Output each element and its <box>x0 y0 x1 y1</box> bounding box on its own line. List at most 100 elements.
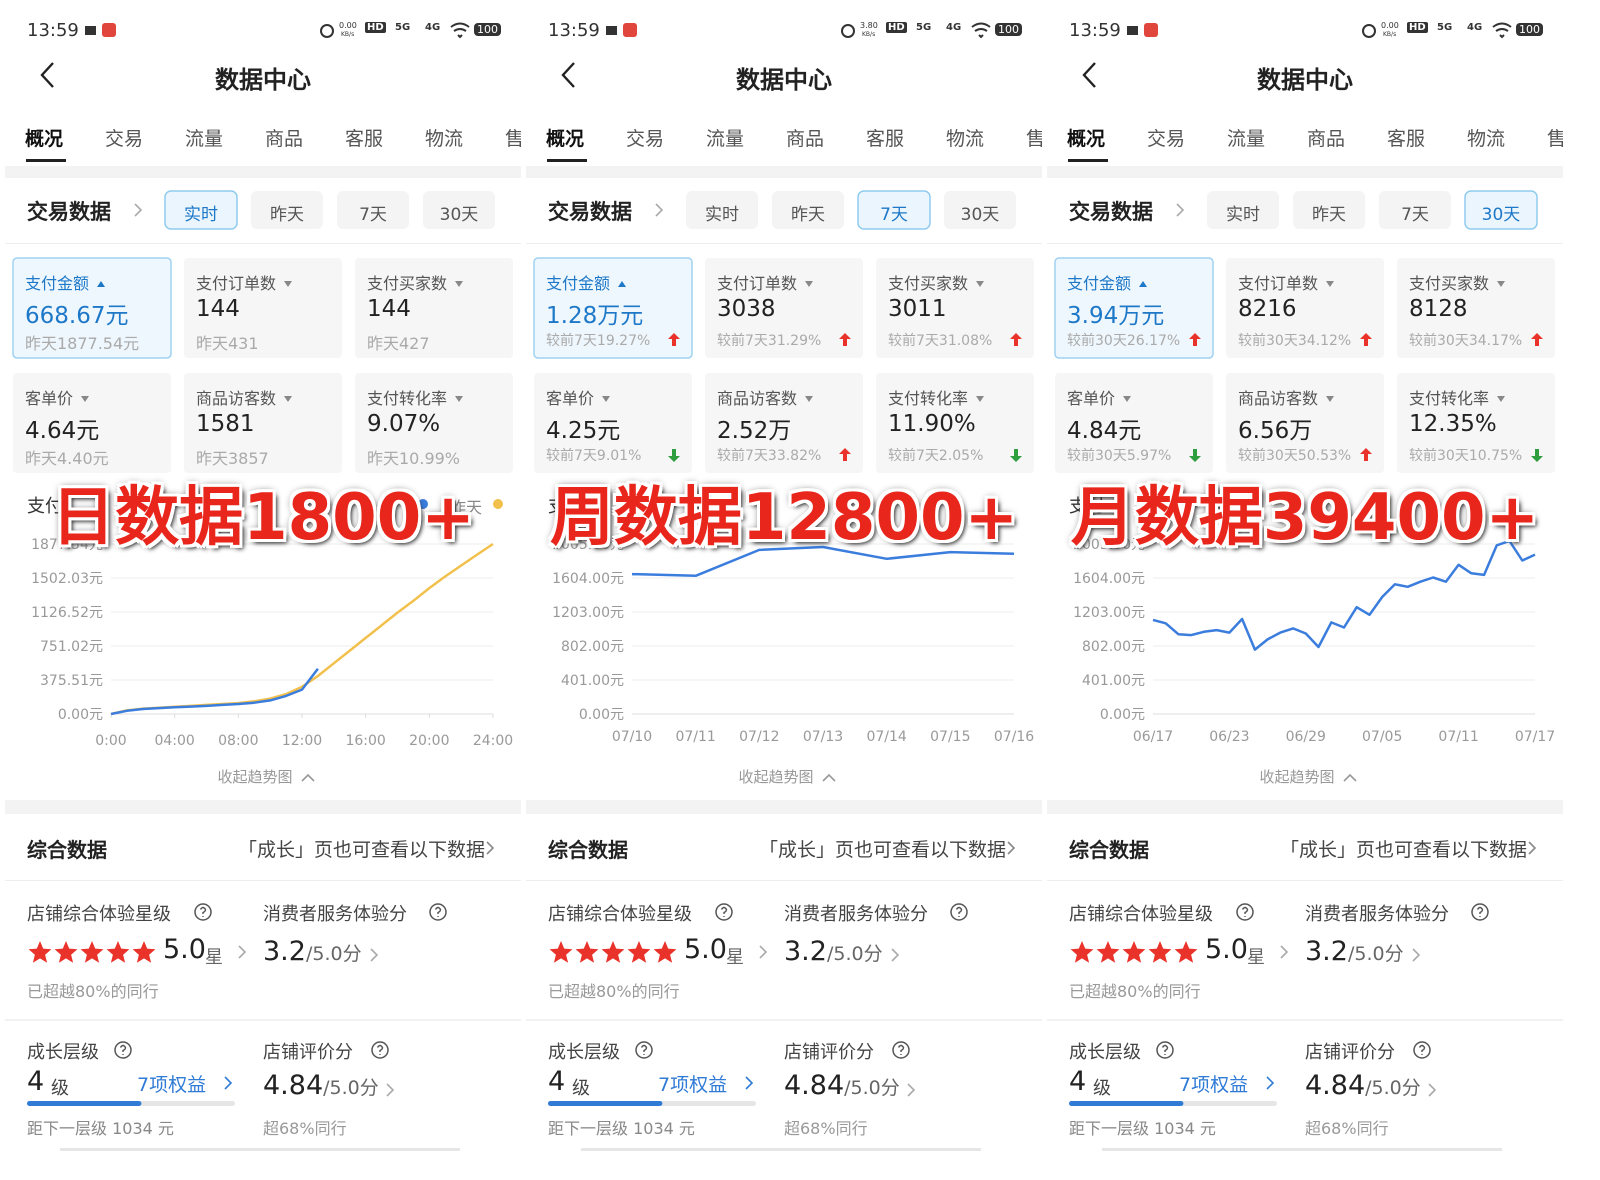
divider-line <box>5 1019 521 1021</box>
metric-card[interactable] <box>876 258 1034 358</box>
tab[interactable]: 概况 <box>546 128 585 150</box>
tab[interactable]: 商品 <box>786 128 825 150</box>
metric-card[interactable] <box>1397 373 1555 473</box>
metric-label: 支付买家数 <box>367 270 467 294</box>
tab[interactable]: 概况 <box>1067 128 1106 150</box>
x-tick-label: 07/11 <box>675 729 715 745</box>
period-button[interactable] <box>1293 191 1365 229</box>
period-label[interactable]: 昨天 <box>270 205 304 225</box>
period-button[interactable] <box>686 191 758 229</box>
trend-up-arrow <box>839 448 851 461</box>
period-button[interactable] <box>1464 190 1538 230</box>
service-score-max: /5.0分 <box>305 943 362 965</box>
star-label: 店铺综合体验星级 <box>27 904 171 925</box>
tab[interactable]: 物流 <box>946 128 985 150</box>
period-label[interactable]: 30天 <box>439 205 479 225</box>
period-label[interactable]: 昨天 <box>791 205 825 225</box>
tab[interactable]: 售 <box>505 128 521 150</box>
summary-link[interactable]: 「成长」页也可查看以下数据 <box>758 839 1006 861</box>
metric-label: 支付金额 <box>1067 270 1151 294</box>
tab[interactable]: 概况 <box>25 128 64 150</box>
benefits-link[interactable]: 7项权益 <box>658 1074 728 1096</box>
service-score-max: /5.0分 <box>826 943 883 965</box>
period-label[interactable]: 昨天 <box>1312 205 1346 225</box>
period-label[interactable]: 7天 <box>359 205 387 225</box>
metric-card[interactable] <box>1055 373 1213 473</box>
period-button[interactable] <box>251 191 323 229</box>
tab[interactable]: 客服 <box>866 128 905 150</box>
metric-card[interactable] <box>355 373 513 473</box>
metric-card[interactable] <box>533 257 693 359</box>
service-score-value: 3.2 <box>784 936 827 967</box>
metric-card[interactable] <box>184 373 342 473</box>
metric-card[interactable] <box>13 373 171 473</box>
period-label[interactable]: 7天 <box>880 205 908 225</box>
tab[interactable]: 售 <box>1547 128 1563 150</box>
metric-card[interactable] <box>184 258 342 358</box>
metric-card[interactable] <box>355 258 513 358</box>
tab[interactable]: 流量 <box>185 128 224 150</box>
summary-link[interactable]: 「成长」页也可查看以下数据 <box>237 839 485 861</box>
metric-value: 3.94万元 <box>1067 303 1165 329</box>
tab[interactable]: 流量 <box>1227 128 1266 150</box>
divider-line <box>526 1019 1042 1021</box>
tab[interactable]: 交易 <box>1147 128 1186 150</box>
caret-shape <box>805 396 814 402</box>
info-icon-mark <box>1161 1044 1169 1055</box>
period-button[interactable] <box>1379 191 1451 229</box>
wifi-icon <box>971 22 991 39</box>
benefits-link[interactable]: 7项权益 <box>1179 1074 1249 1096</box>
tab[interactable]: 流量 <box>706 128 745 150</box>
period-button[interactable] <box>772 191 844 229</box>
camera-icon <box>1127 26 1138 35</box>
tab[interactable]: 售 <box>1026 128 1042 150</box>
period-button[interactable] <box>337 191 409 229</box>
period-label[interactable]: 实时 <box>705 205 739 225</box>
collapse-toggle[interactable]: 收起趋势图 <box>738 768 814 786</box>
period-label[interactable]: 7天 <box>1401 205 1429 225</box>
metric-card[interactable] <box>876 373 1034 473</box>
chevron-icon <box>1528 841 1537 855</box>
benefits-link[interactable]: 7项权益 <box>137 1074 207 1096</box>
net-unit: KB/s <box>341 31 355 38</box>
sort-caret <box>1497 396 1506 402</box>
sort-caret <box>976 281 985 287</box>
period-label[interactable]: 实时 <box>184 205 218 225</box>
tab[interactable]: 物流 <box>425 128 464 150</box>
collapse-toggle[interactable]: 收起趋势图 <box>217 768 293 786</box>
trend-down-arrow <box>1189 449 1201 462</box>
battery: 100 <box>474 23 501 36</box>
tab[interactable]: 客服 <box>345 128 384 150</box>
tab[interactable]: 商品 <box>265 128 304 150</box>
period-button[interactable] <box>423 191 495 229</box>
metric-card[interactable] <box>705 373 863 473</box>
metric-card[interactable] <box>1054 257 1214 359</box>
service-score: 3.2/5.0分 <box>263 936 362 967</box>
metric-card[interactable] <box>1397 258 1555 358</box>
metric-label: 支付转化率 <box>888 385 988 409</box>
metric-card[interactable] <box>534 373 692 473</box>
star-icon <box>1122 941 1146 963</box>
info-icon <box>194 903 212 921</box>
tab[interactable]: 客服 <box>1387 128 1426 150</box>
period-label[interactable]: 实时 <box>1226 205 1260 225</box>
period-label[interactable]: 30天 <box>960 205 1000 225</box>
chevron-icon <box>745 1076 754 1090</box>
x-tick-label: 07/16 <box>994 729 1034 745</box>
metric-card[interactable] <box>1226 373 1384 473</box>
metric-card[interactable] <box>1226 258 1384 358</box>
metric-card[interactable] <box>705 258 863 358</box>
collapse-toggle[interactable]: 收起趋势图 <box>1259 768 1335 786</box>
tab[interactable]: 交易 <box>105 128 144 150</box>
metric-label-text: 客单价 <box>1067 389 1116 408</box>
period-button[interactable] <box>857 190 931 230</box>
summary-link[interactable]: 「成长」页也可查看以下数据 <box>1279 839 1527 861</box>
tab[interactable]: 物流 <box>1467 128 1506 150</box>
period-button[interactable] <box>1207 191 1279 229</box>
metric-card[interactable] <box>12 257 172 359</box>
tab[interactable]: 交易 <box>626 128 665 150</box>
period-button[interactable] <box>944 191 1016 229</box>
period-button[interactable] <box>164 190 238 230</box>
tab[interactable]: 商品 <box>1307 128 1346 150</box>
period-label[interactable]: 30天 <box>1481 205 1521 225</box>
